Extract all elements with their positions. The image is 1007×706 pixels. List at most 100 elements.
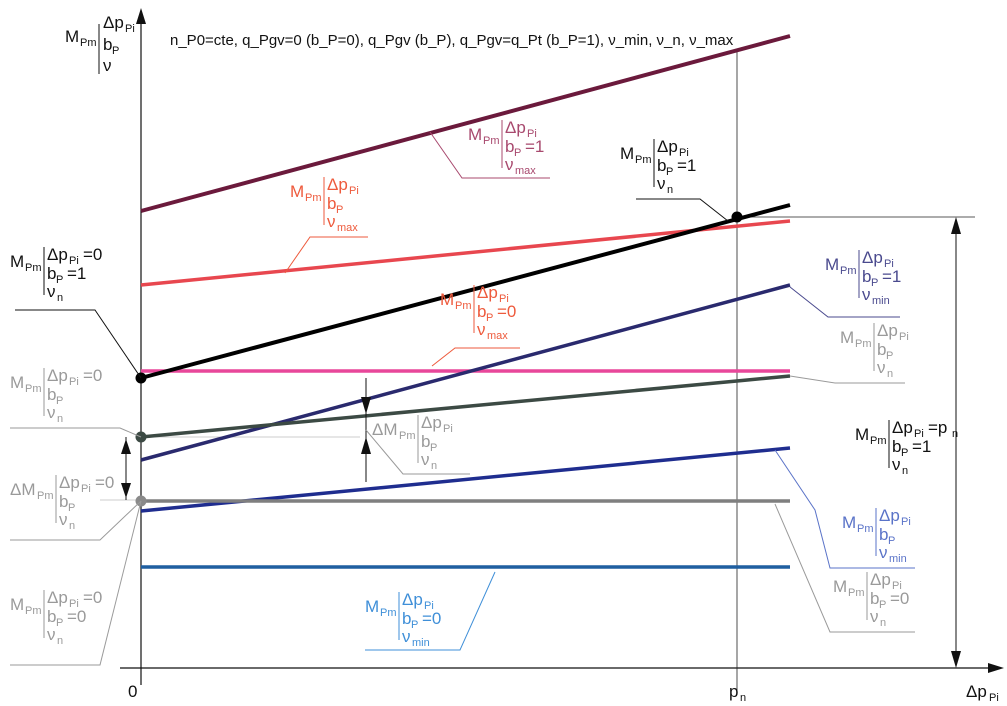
label-b: b — [505, 137, 514, 156]
y-label-b: b — [103, 35, 112, 54]
x-axis-arrow — [988, 663, 1004, 673]
label-b-sub: P — [56, 617, 63, 629]
label-vn-bp1-origin: M Pm Δp Pi =0 b P =1 ν n — [10, 245, 102, 304]
label-nu: ν — [477, 320, 486, 339]
label-M: ΔM — [10, 480, 36, 499]
y-axis-arrow — [136, 8, 146, 24]
label-vmax-bp0: M Pm Δp Pi b P =0 ν max — [440, 283, 516, 342]
label-b-sub: P — [871, 277, 878, 289]
label-dp-sub: Pi — [884, 258, 894, 270]
label-M: M — [468, 125, 482, 144]
label-b: b — [657, 156, 666, 175]
label-nu-sub: n — [57, 292, 63, 304]
label-M-sub: Pm — [380, 607, 397, 619]
y-label-M-sub: Pm — [80, 37, 97, 49]
leader-lines — [10, 131, 915, 666]
label-b-tail: =0 — [67, 607, 86, 626]
label-M: M — [840, 328, 854, 347]
label-nu-sub: n — [431, 460, 437, 472]
label-M: M — [620, 144, 634, 163]
label-b-tail: =1 — [677, 156, 696, 175]
line-vmax-bp — [140, 219, 791, 287]
label-nu: ν — [47, 625, 56, 644]
label-M-sub: Pm — [848, 587, 865, 599]
x-origin-label: 0 — [128, 682, 137, 701]
label-b-tail: =0 — [497, 302, 516, 321]
label-nu: ν — [505, 155, 514, 174]
label-dp-tail: =0 — [83, 366, 102, 385]
y-label-b-sub: P — [112, 45, 119, 57]
label-M: M — [825, 255, 839, 274]
label-vmin-bp1: M Pm Δp Pi b P =1 ν min — [825, 248, 901, 307]
label-nu: ν — [879, 543, 888, 562]
label-nu: ν — [657, 174, 666, 193]
label-b-sub: P — [56, 395, 63, 407]
label-M: M — [365, 597, 379, 616]
label-M-sub: Pm — [870, 435, 887, 447]
label-M-sub: Pm — [399, 430, 416, 442]
y-label-M: M — [65, 27, 79, 46]
label-M: M — [833, 577, 847, 596]
label-M-sub: Pm — [25, 605, 42, 617]
label-vmax-bp1: M Pm Δp Pi b P =1 ν max — [468, 118, 544, 177]
label-b: b — [477, 302, 486, 321]
label-b-tail: =0 — [422, 609, 441, 628]
label-b-tail: =1 — [67, 264, 86, 283]
y-label-nu: ν — [103, 56, 112, 75]
label-nu: ν — [877, 358, 886, 377]
label-dp-tail: =p — [928, 418, 947, 437]
label-dp: Δp — [477, 283, 498, 302]
label-dp: Δp — [327, 175, 348, 194]
label-dp: Δp — [862, 248, 883, 267]
label-b-tail: =1 — [882, 267, 901, 286]
label-M: ΔM — [372, 420, 398, 439]
label-b-sub: P — [901, 447, 908, 459]
label-M: M — [842, 513, 856, 532]
label-nu-sub: n — [880, 617, 886, 629]
label-dp: Δp — [47, 588, 68, 607]
label-b: b — [879, 525, 888, 544]
dim-arrow-bottom — [951, 651, 961, 668]
label-dp: Δp — [892, 418, 913, 437]
label-vn-bp-origin: M Pm Δp Pi =0 b Pν n — [10, 366, 102, 425]
line-vn-bp1 — [140, 203, 791, 380]
label-vmax-bp: M Pm Δp Pi b Pν max — [290, 175, 359, 234]
label-M: M — [855, 425, 869, 444]
label-dp-sub: Pi — [81, 483, 91, 495]
label-b-sub: P — [888, 535, 895, 547]
label-nu-sub: min — [889, 553, 907, 565]
label-nu-sub: max — [337, 222, 358, 234]
label-b: b — [421, 432, 430, 451]
label-b: b — [47, 607, 56, 626]
label-M-sub: Pm — [305, 192, 322, 204]
label-b: b — [892, 437, 901, 456]
label-dp-sub: Pi — [443, 423, 453, 435]
label-M-sub: Pm — [483, 135, 500, 147]
label-dp-tail: =0 — [83, 588, 102, 607]
delta-origin-arrow-down — [121, 483, 131, 498]
delta-origin-arrow-up — [121, 439, 131, 454]
label-nu: ν — [892, 455, 901, 474]
label-nu-sub: n — [667, 184, 673, 196]
label-nu-sub: max — [487, 330, 508, 342]
y-label-dp-sub: Pi — [125, 23, 135, 35]
label-dp: Δp — [402, 590, 423, 609]
label-nu: ν — [870, 607, 879, 626]
label-b-sub: P — [68, 502, 75, 514]
line-vmin-bp1 — [140, 283, 791, 462]
label-dp-sub: Pi — [499, 293, 509, 305]
label-b-sub: P — [514, 147, 521, 159]
label-M-sub: Pm — [635, 154, 652, 166]
label-dp-tail: =0 — [95, 473, 114, 492]
delta-arrow-up — [361, 437, 371, 454]
label-nu: ν — [47, 403, 56, 422]
label-dp-sub: Pi — [69, 598, 79, 610]
label-nu: ν — [47, 282, 56, 301]
label-M-sub: Pm — [455, 300, 472, 312]
label-nu: ν — [327, 212, 336, 231]
label-M: M — [10, 595, 24, 614]
label-b: b — [402, 609, 411, 628]
label-nu-sub: n — [887, 368, 893, 380]
